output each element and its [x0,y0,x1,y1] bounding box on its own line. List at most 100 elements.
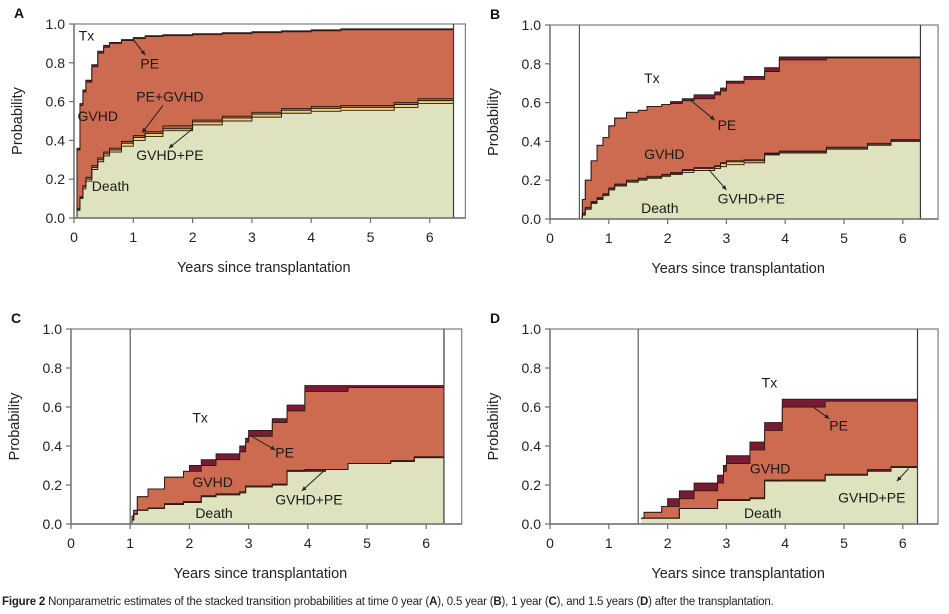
panel-d: 0.0 0.2 0.4 0.6 0.8 1.0 0 1 2 3 4 5 6 Years since tra… [0,0,939,582]
state-label-death: Death [744,505,781,521]
chart-d: 0.0 0.2 0.4 0.6 0.8 1.0 0 1 2 3 4 5 6 Years since tra… [486,310,939,582]
chart-a: 0.0 0.2 0.4 0.6 0.8 1.0 0 1 2 3 4 5 6 Years since tra… [10,5,466,276]
annotation-arrow [141,105,164,133]
y-tick-label: 0.6 [46,94,66,110]
y-tick-label: 0.0 [43,516,63,532]
y-tick-label: 0.4 [522,133,542,149]
state-label-pe: PE [829,417,848,433]
chart-b: 0.0 0.2 0.4 0.6 0.8 1.0 0 1 2 3 4 5 6 Years since tra… [486,6,939,277]
x-tick-label: 3 [245,535,253,551]
x-axis-label: Years since transplantation [651,566,825,582]
y-tick-label: 0.2 [43,477,63,493]
annotation-arrowhead [301,486,307,491]
caption-ref-d: D [639,596,649,608]
caption-ref-c: C [548,596,557,608]
y-tick-label: 0.8 [522,56,542,72]
area-death [579,141,921,219]
x-tick-label: 1 [605,230,613,246]
y-axis-label: Probability [7,392,23,460]
x-tick-label: 3 [248,229,256,245]
area-gvhd [74,29,454,218]
area-gvhd [579,57,921,220]
x-tick-label: 5 [363,535,371,551]
x-tick-label: 6 [899,230,907,246]
figure-caption: Figure 2 Nonparametric estimates of the … [2,596,774,608]
state-label-gvhd: GVHD [644,146,684,162]
annotation-arrowhead [709,115,715,121]
y-tick-label: 0.8 [522,360,542,376]
annotation-arrowhead [140,50,146,56]
panel-a: 0.0 0.2 0.4 0.6 0.8 1.0 0 1 2 3 4 5 6 Years since tra… [0,0,474,295]
panel-letter-c: C [11,310,21,326]
state-label-gvhd-plus-pe: GVHD+PE [718,190,785,206]
y-tick-label: 1.0 [43,321,63,337]
y-tick-label: 0.0 [46,210,66,226]
state-label-pe-plus-gvhd: PE+GVHD [136,89,203,105]
area-gvhd [641,401,918,519]
annotation-arrowhead [270,445,276,450]
area-pe [641,399,918,519]
caption-text-4: ), and 1.5 years ( [556,596,641,608]
x-tick-label: 1 [126,535,134,551]
y-tick-label: 0.0 [522,211,542,227]
annotation-arrowhead [168,143,174,149]
annotation-arrowhead [721,185,727,190]
y-tick-label: 0.2 [522,477,542,493]
panel-b: 0.0 0.2 0.4 0.6 0.8 1.0 0 1 2 3 4 5 6 Years since tra… [0,0,939,295]
x-tick-label: 1 [605,535,613,551]
area-death [74,103,454,218]
x-tick-label: 2 [189,229,197,245]
y-tick-label: 0.6 [522,95,542,111]
panel-letter-d: D [490,310,500,326]
state-label-tx: Tx [192,410,208,426]
area-death [641,467,918,524]
x-axis-label: Years since transplantation [177,260,351,276]
state-label-gvhd: GVHD [192,474,232,490]
caption-text-2: ), 0.5 year ( [437,596,494,608]
x-axis-label: Years since transplantation [651,261,825,277]
state-label-death: Death [195,505,232,521]
x-tick-label: 1 [129,229,137,245]
x-tick-label: 0 [67,535,75,551]
x-tick-label: 5 [840,535,848,551]
x-tick-label: 3 [723,535,731,551]
x-tick-label: 4 [781,535,789,551]
state-label-gvhd-plus-pe: GVHD+PE [136,147,203,163]
state-label-gvhd-plus-pe: GVHD+PE [275,492,342,508]
x-axis-label: Years since transplantation [174,566,348,582]
boundary-line-gvhd-plus-pe [74,100,454,219]
annotation-arrowhead [824,414,830,419]
boundary-line-pe [641,398,918,519]
panel-c: 0.0 0.2 0.4 0.6 0.8 1.0 0 1 2 3 4 5 6 Years since tra… [0,0,474,582]
area-gvhd [130,387,444,524]
y-tick-label: 0.6 [522,399,542,415]
state-label-pe: PE [140,56,159,72]
annotation-arrow [301,469,326,492]
x-tick-label: 6 [426,229,434,245]
state-label-pe: PE [275,445,294,461]
x-tick-label: 4 [307,229,315,245]
x-tick-label: 0 [70,229,78,245]
caption-text-1: Nonparametric estimates of the stacked t… [45,596,430,608]
caption-ref-b: B [493,596,502,608]
state-label-tx: Tx [644,70,660,86]
x-tick-label: 2 [664,535,672,551]
annotation-arrow [690,100,715,121]
area-gvhd-plus-pe [74,100,454,218]
boundary-line-pe-plus-gvhd [74,98,454,219]
panel-letter-b: B [490,6,500,22]
y-tick-label: 1.0 [522,321,542,337]
y-tick-label: 1.0 [522,17,542,33]
y-tick-label: 1.0 [46,16,66,32]
state-label-death: Death [641,200,678,216]
y-axis-label: Probability [486,392,502,460]
boundary-line-pe [74,28,454,219]
y-axis-label: Probability [10,86,26,154]
annotation-arrow [168,128,193,149]
caption-ref-a: A [429,596,438,608]
x-tick-label: 2 [664,230,672,246]
boundary-line-pe-plus-gvhd [579,139,921,220]
x-tick-label: 5 [840,230,848,246]
x-tick-label: 4 [304,535,312,551]
state-label-gvhd-plus-pe: GVHD+PE [838,490,905,506]
